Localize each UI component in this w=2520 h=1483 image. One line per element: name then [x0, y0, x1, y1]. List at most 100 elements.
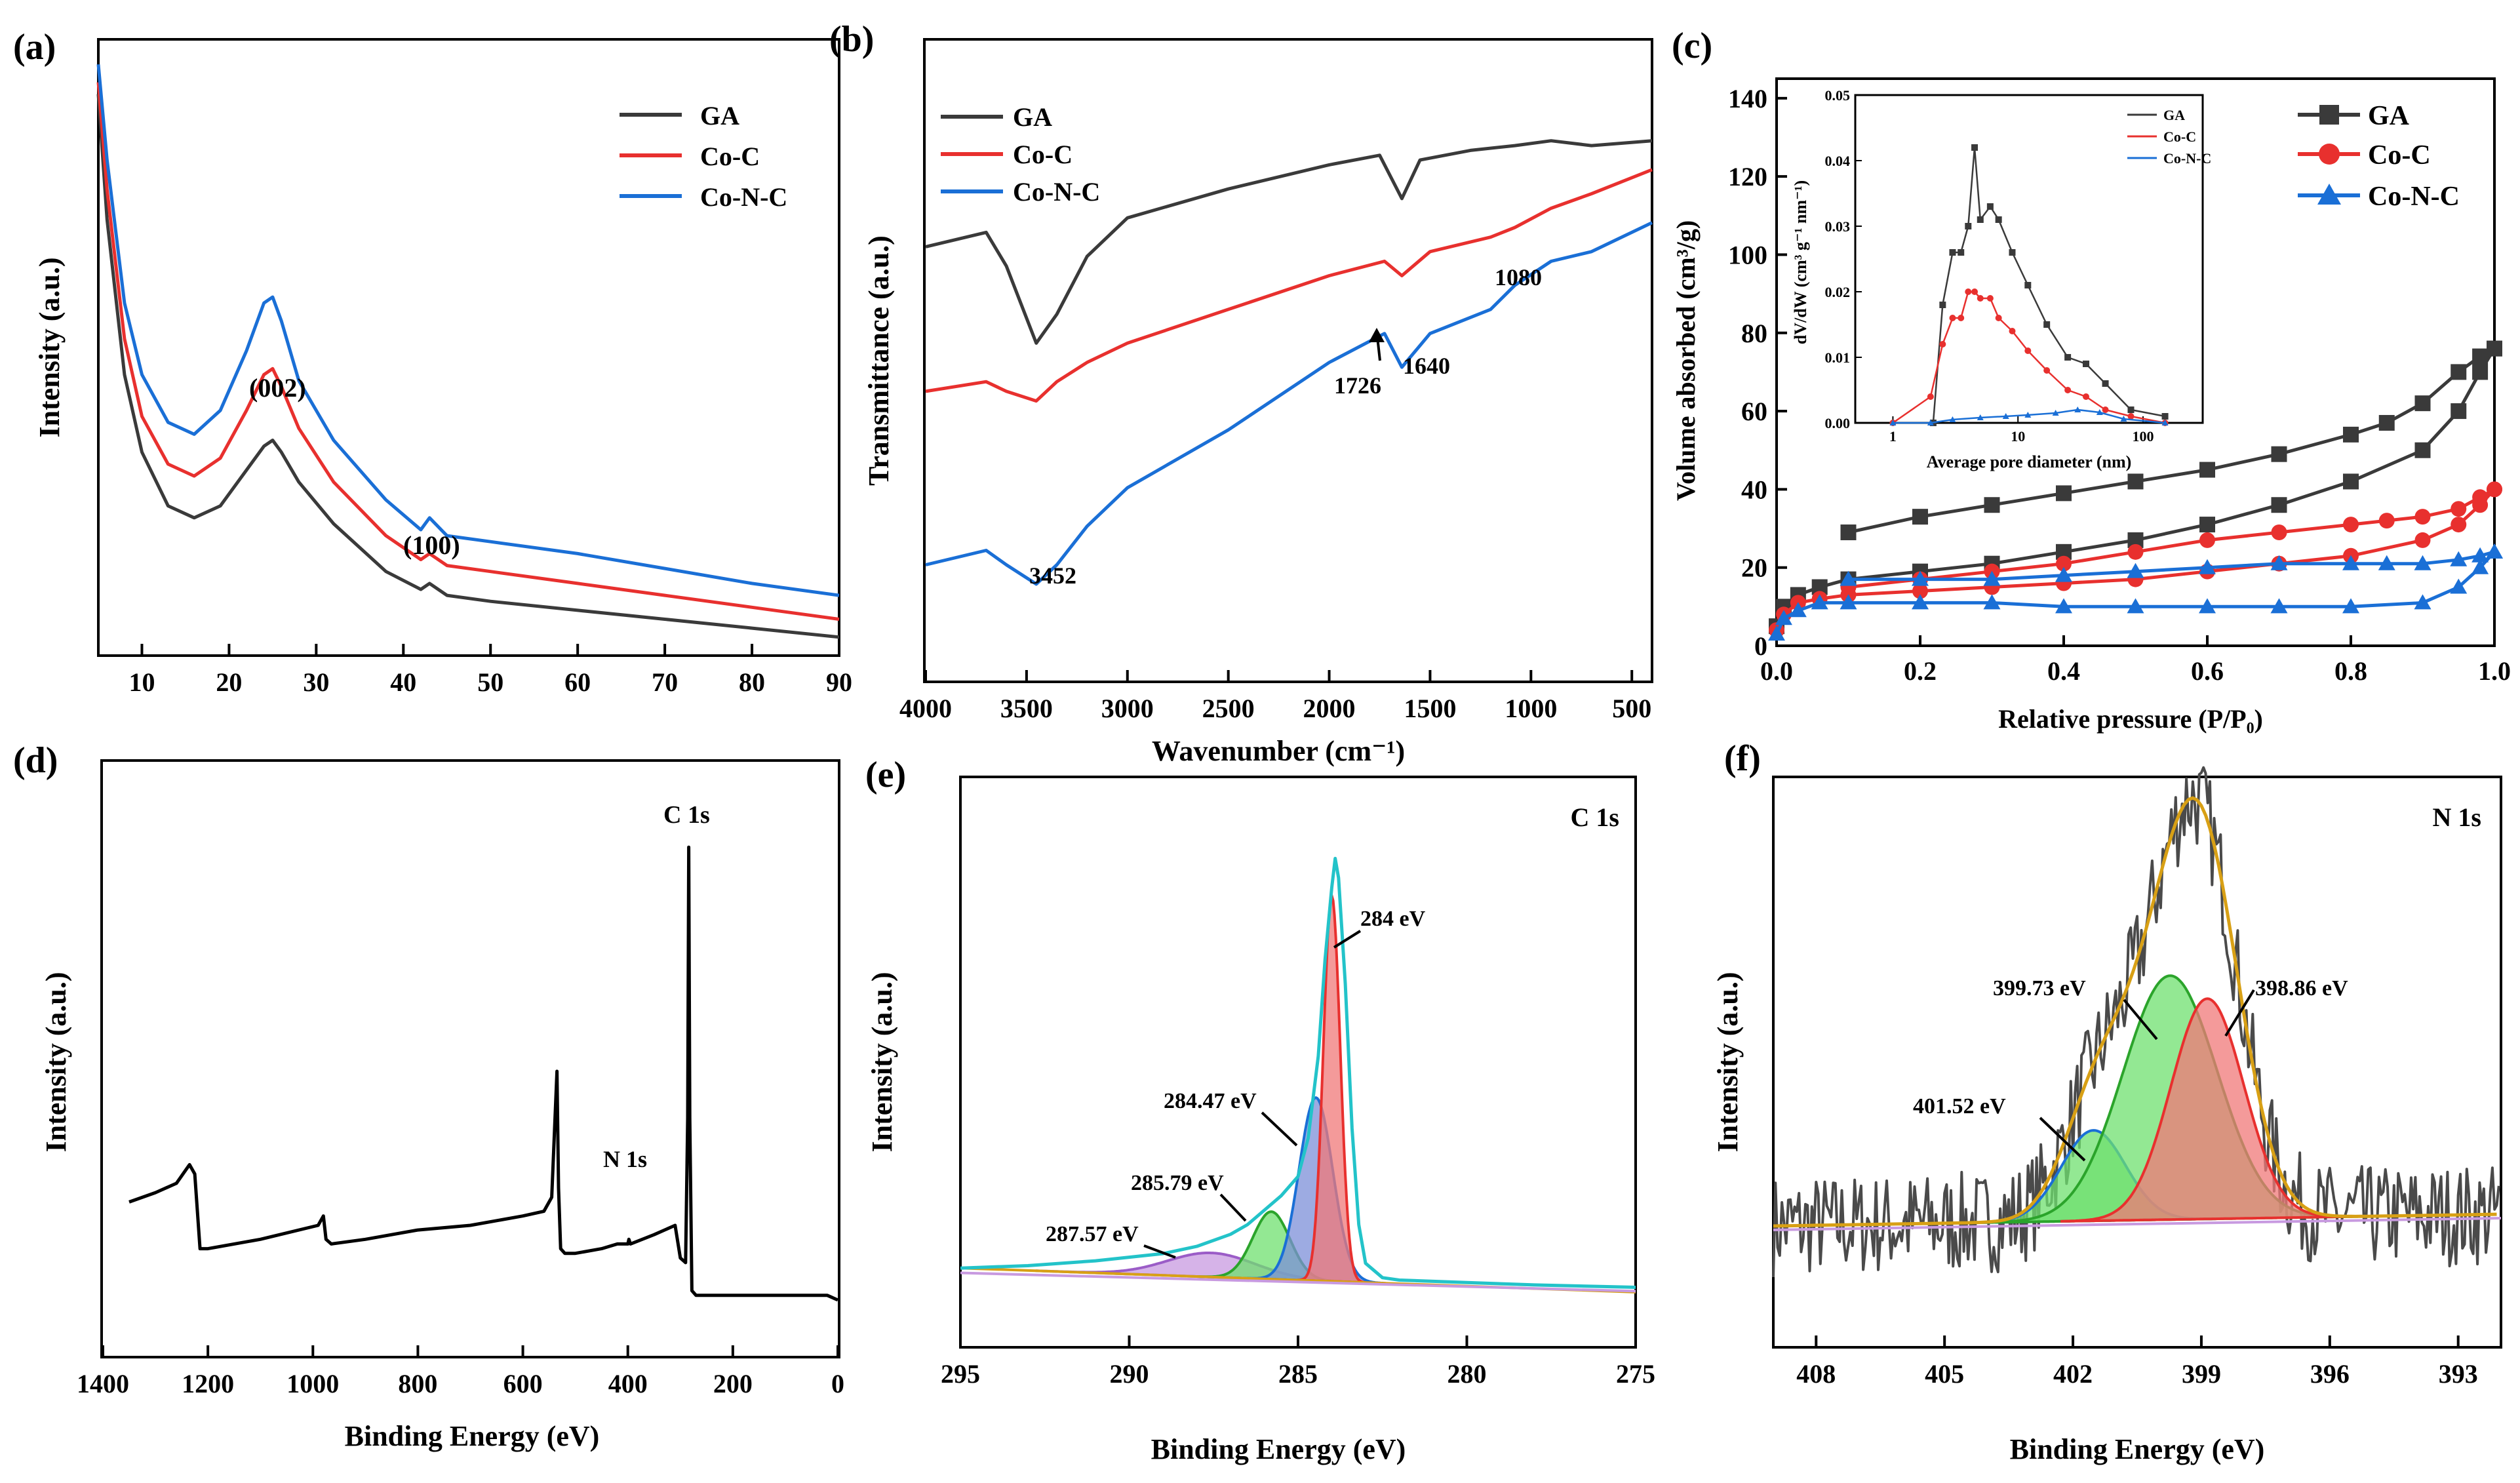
marker-c-conc: [2270, 598, 2288, 614]
marker-c-ga: [1984, 497, 2000, 513]
inset-marker-ga: [1977, 216, 1984, 223]
panel-d-n1s: N 1s: [603, 1146, 647, 1172]
marker-c-ga: [2343, 426, 2359, 443]
inset-marker-ga: [2082, 361, 2089, 367]
inset-legend-ga: GA: [2163, 107, 2185, 123]
panel-label-e: (e): [865, 755, 906, 795]
marker-c-ga: [2199, 462, 2215, 478]
series-a-GA: [96, 94, 840, 639]
panel-c-axes: 0.0 0.2 0.4 0.6 0.8 1.0 0 20 40 60 80 100 120 140: [1728, 84, 2511, 686]
panel-d: 1400 1200 1000 800 600 400 200 0 Intensity (a.u…: [40, 759, 844, 1452]
inset-marker-coc: [1949, 315, 1956, 321]
panel-b-peak-1726: 1726: [1334, 372, 1381, 399]
legend-a-conc: Co-N-C: [700, 182, 787, 212]
x-tick-label: 400: [608, 1369, 648, 1398]
inset-marker-coc: [1986, 295, 1994, 302]
raw-f: [1772, 766, 2500, 1278]
marker-c-conc: [1811, 594, 1828, 610]
series-b-Co-C: [925, 168, 1653, 403]
arrow-f-39886: [2224, 989, 2255, 1037]
x-tick-label: 295: [941, 1359, 980, 1389]
marker-c-ga: [2056, 485, 2072, 502]
panel-c-xlabel: Relative pressure (P/P₀): [1998, 704, 2263, 734]
arrow-e-284: [1333, 930, 1362, 949]
panel-f-peak-39973: 399.73 eV: [1993, 976, 2086, 1000]
marker-c-conc: [2414, 555, 2431, 570]
panel-b: 4000 3500 3000 2500 2000 1500 1000 500 Transmit…: [863, 38, 1653, 767]
x-tick-label: 0.0: [1760, 656, 1793, 686]
series-d-survey: [128, 845, 839, 1302]
inset-marker-coc: [2082, 393, 2089, 400]
legend-a-ga: GA: [700, 101, 739, 130]
marker-c-conc: [2199, 598, 2216, 614]
marker-c-conc: [2450, 578, 2468, 594]
panel-c-series: [1768, 340, 2503, 641]
panel-e-ylabel: Intensity (a.u.): [866, 972, 898, 1152]
x-tick-label: 500: [1612, 694, 1651, 723]
x-tick-label: 10: [128, 667, 155, 697]
inset-marker-coc: [2043, 367, 2051, 374]
x-tick-label: 4000: [899, 694, 952, 723]
panel-e-peak-284: 284 eV: [1360, 907, 1426, 931]
marker-c-conc: [1983, 570, 2001, 586]
legend-b-conc: Co-N-C: [1013, 177, 1100, 207]
marker-c-coc: [2343, 517, 2359, 533]
inset-marker-conc: [2096, 409, 2103, 415]
marker-c-ga: [2414, 442, 2431, 458]
panel-d-series: [128, 845, 839, 1302]
legend-b-coc: Co-C: [1013, 140, 1073, 169]
inset-marker-ga: [1995, 216, 2002, 223]
panel-label-c: (c): [1672, 26, 1712, 66]
inset-marker-conc: [2074, 406, 2081, 412]
marker-c-conc: [1840, 594, 1857, 610]
marker-c-ga: [2199, 517, 2215, 533]
legend-c-conc: Co-N-C: [2368, 182, 2460, 212]
inset-marker-coc: [1939, 341, 1946, 347]
y-tick-label: 0: [1754, 631, 1767, 661]
marker-c-ga: [2451, 403, 2467, 420]
panel-a-xaxis: 10 20 30 40 50 60 70 80 90: [128, 644, 852, 697]
inset-marker-coc: [2127, 413, 2135, 420]
arrow-f-39973: [2123, 999, 2158, 1040]
x-tick-label: 200: [713, 1369, 753, 1398]
legend-c-ga: GA: [2368, 101, 2410, 131]
panel-e-arrows: [1143, 930, 1362, 1259]
panel-b-xaxis: 4000 3500 3000 2500 2000 1500 1000 500: [899, 670, 1651, 723]
arrow-e-28447: [1261, 1111, 1298, 1147]
x-tick-label: 405: [1925, 1359, 1964, 1389]
legend-a-coc: Co-C: [700, 142, 760, 171]
y-tick-label: 140: [1728, 84, 1767, 113]
panel-a-ylabel: Intensity (a.u.): [33, 257, 66, 437]
inset-frame: [1854, 94, 2204, 424]
inset-marker-ga: [2043, 321, 2051, 328]
marker-c-ga: [2127, 473, 2144, 490]
panel-e-series: [960, 856, 1636, 1294]
marker-c-coc: [2451, 501, 2467, 517]
panel-a-peak-100: (100): [403, 530, 460, 560]
x-tick-label: 60: [564, 667, 591, 697]
inset-series: [1889, 144, 2169, 426]
series-a-Co-N-C: [96, 64, 840, 597]
inset-legend-conc: Co-N-C: [2163, 150, 2211, 167]
panel-d-ylabel: Intensity (a.u.): [40, 972, 72, 1152]
panel-b-peak-1640: 1640: [1403, 353, 1450, 379]
marker-c-conc: [1789, 602, 1807, 618]
inset-y-tick-label: 0.01: [1825, 349, 1851, 366]
x-tick-label: 1200: [182, 1369, 234, 1398]
inset-marker-ga: [2102, 380, 2109, 387]
x-tick-label: 1000: [286, 1369, 339, 1398]
marker-c-coc: [2199, 532, 2215, 548]
panel-e-peak-28579: 285.79 eV: [1131, 1171, 1224, 1195]
inset-marker-conc: [1927, 420, 1934, 425]
x-tick-label: 50: [477, 667, 503, 697]
marker-c-ga: [2451, 364, 2467, 380]
panel-a-peak-002: (002): [249, 373, 306, 403]
marker-c-conc: [1768, 625, 1785, 641]
panel-a: 10 20 30 40 50 60 70 80 90 Intensity (a.u.) (002…: [33, 38, 852, 697]
inset-series-Co-C: [1892, 290, 2165, 424]
marker-c-conc: [2450, 551, 2468, 566]
x-tick-label: 40: [390, 667, 416, 697]
x-tick-label: 290: [1110, 1359, 1149, 1389]
x-tick-label: 3000: [1101, 694, 1154, 723]
legend-c-conc-marker: [2317, 184, 2341, 205]
